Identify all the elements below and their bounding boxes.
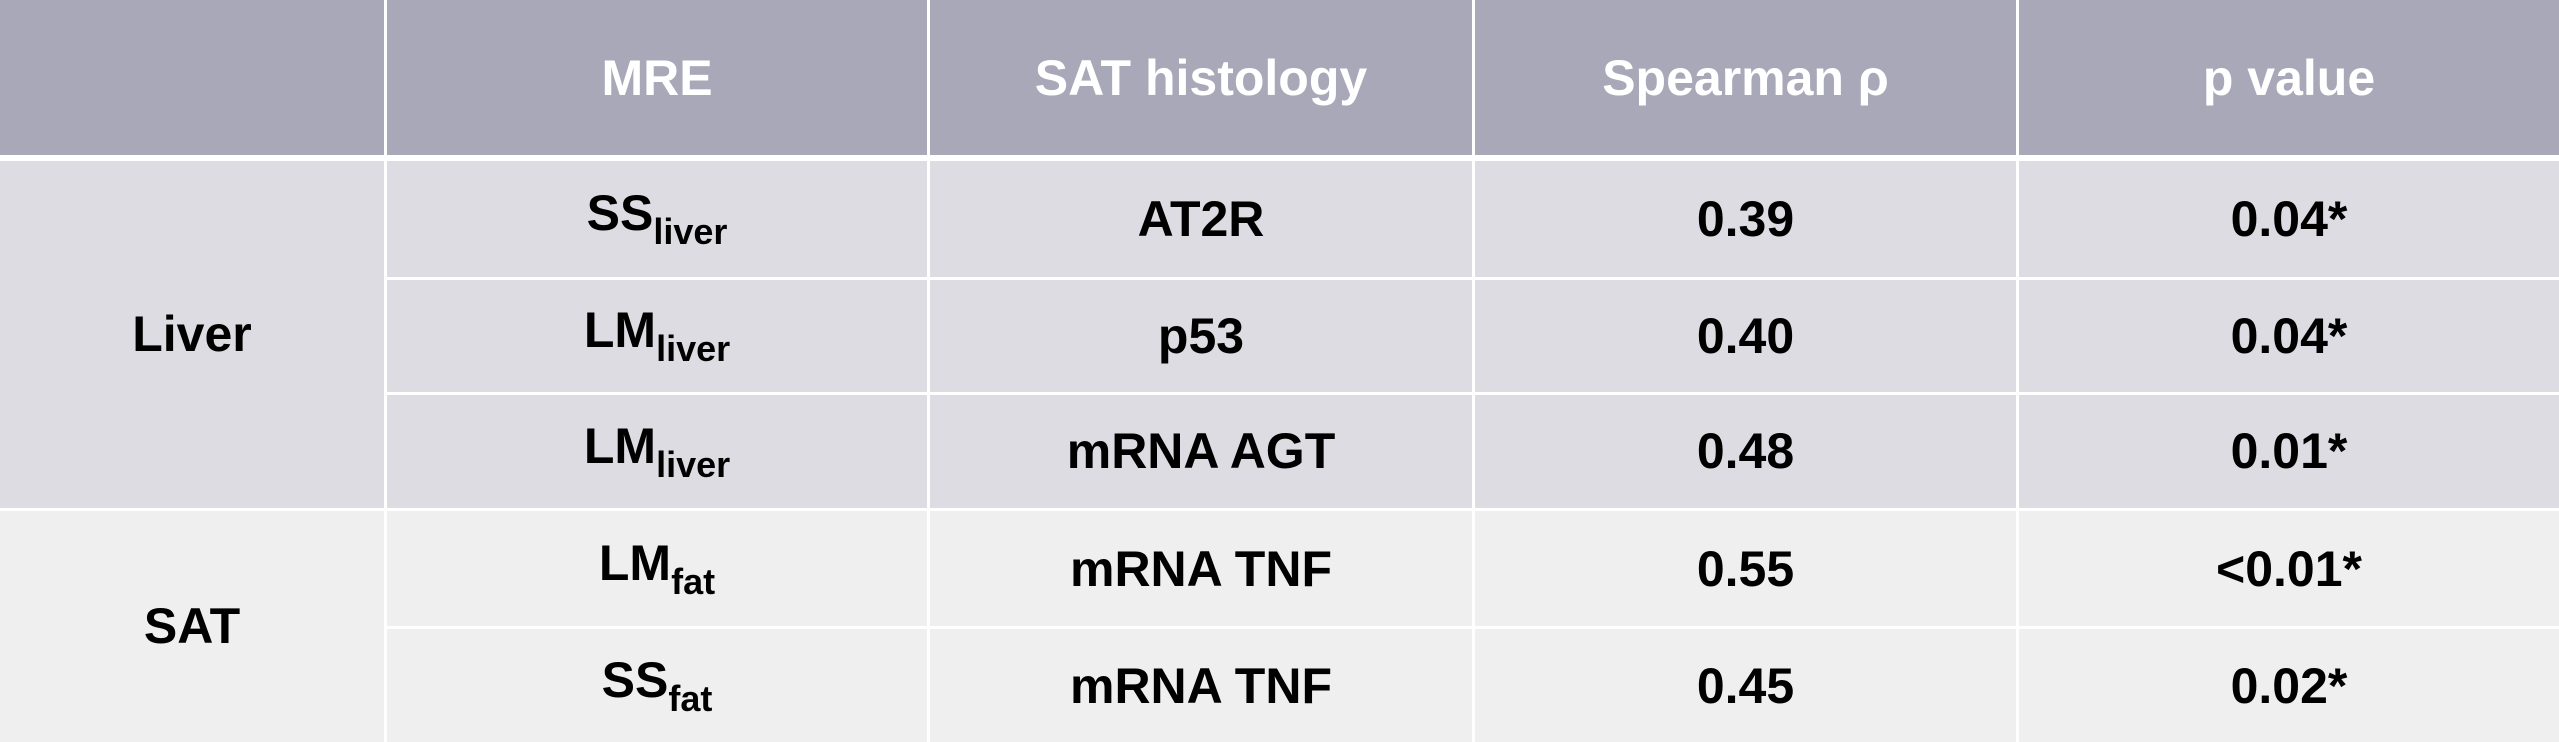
- mre-base: LM: [583, 417, 657, 474]
- mre-base: LM: [583, 302, 657, 359]
- mre-sub: liver: [656, 328, 731, 370]
- header-cell: SAT histology: [930, 0, 1472, 155]
- mre-label: SSfat: [602, 651, 713, 720]
- p-cell: <0.01*: [2019, 510, 2559, 627]
- p-cell: 0.04*: [2019, 279, 2559, 393]
- mre-label: LMliver: [584, 301, 730, 370]
- rho-cell: 0.48: [1475, 395, 2016, 508]
- p-cell: 0.04*: [2019, 161, 2559, 277]
- mre-sub: fat: [671, 561, 716, 603]
- group-label: SAT: [0, 510, 384, 742]
- histology-cell: AT2R: [930, 161, 1472, 277]
- mre-base: SS: [586, 185, 654, 242]
- histology-cell: mRNA AGT: [930, 395, 1472, 508]
- mre-sub: liver: [653, 211, 728, 253]
- histology-cell: mRNA TNF: [930, 629, 1472, 742]
- mre-label: LMliver: [584, 417, 730, 486]
- mre-base: LM: [598, 535, 672, 592]
- mre-base: SS: [601, 652, 669, 709]
- mre-cell: LMliver: [387, 279, 927, 393]
- group-label: Liver: [0, 161, 384, 508]
- mre-sub: liver: [656, 443, 731, 485]
- mre-cell: SSliver: [387, 161, 927, 277]
- p-cell: 0.01*: [2019, 395, 2559, 508]
- header-cell: [0, 0, 384, 155]
- header-cell: Spearman ρ: [1475, 0, 2016, 155]
- header-cell: p value: [2019, 0, 2559, 155]
- rho-cell: 0.55: [1475, 510, 2016, 627]
- mre-cell: LMfat: [387, 510, 927, 627]
- mre-label: LMfat: [599, 534, 715, 603]
- rho-cell: 0.45: [1475, 629, 2016, 742]
- histology-cell: mRNA TNF: [930, 510, 1472, 627]
- mre-cell: SSfat: [387, 629, 927, 742]
- mre-label: SSliver: [587, 184, 728, 253]
- rho-cell: 0.39: [1475, 161, 2016, 277]
- header-cell: MRE: [387, 0, 927, 155]
- histology-cell: p53: [930, 279, 1472, 393]
- rho-cell: 0.40: [1475, 279, 2016, 393]
- mre-cell: LMliver: [387, 395, 927, 508]
- mre-sub: fat: [668, 678, 713, 720]
- p-cell: 0.02*: [2019, 629, 2559, 742]
